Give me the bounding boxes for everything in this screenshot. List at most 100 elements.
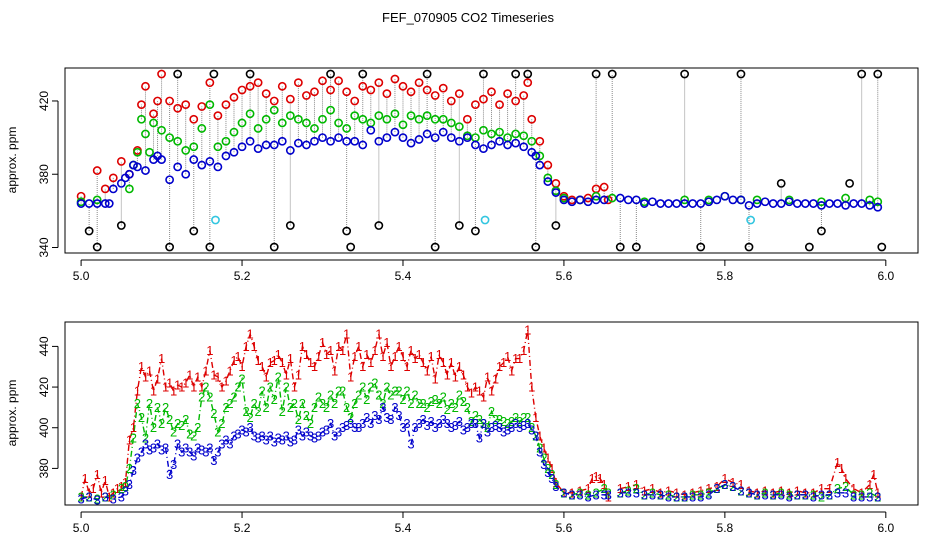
bottom-marker-series-1: 2 bbox=[415, 396, 422, 411]
bottom-marker-series-0: 1 bbox=[826, 481, 833, 496]
bottom-marker-series-0: 1 bbox=[198, 380, 205, 395]
bottom-marker-series-0: 1 bbox=[319, 335, 326, 350]
top-point-series-3 bbox=[511, 129, 521, 139]
bottom-marker-series-2: 3 bbox=[275, 430, 282, 445]
bottom-marker-series-1: 2 bbox=[146, 396, 153, 411]
bottom-marker-series-2: 3 bbox=[415, 416, 422, 431]
bottom-marker-series-0: 1 bbox=[246, 327, 253, 342]
top-point-series-4 bbox=[849, 199, 859, 208]
top-point-series-4 bbox=[817, 200, 826, 210]
bottom-marker-series-1: 2 bbox=[202, 380, 209, 395]
top-point-series-3 bbox=[543, 173, 553, 183]
bottom-marker-series-0: 1 bbox=[721, 471, 728, 486]
bottom-marker-series-2: 3 bbox=[492, 418, 499, 433]
top-point-series-2 bbox=[342, 87, 352, 97]
bottom-marker-series-2: 3 bbox=[94, 493, 101, 508]
bottom-marker-series-2: 3 bbox=[778, 487, 785, 502]
bottom-marker-series-1: 2 bbox=[214, 424, 221, 439]
top-point-series-0 bbox=[326, 69, 335, 79]
top-point-series-3 bbox=[430, 114, 440, 124]
top-point-series-0 bbox=[173, 69, 183, 79]
bottom-marker-series-1: 2 bbox=[291, 396, 298, 411]
bottom-x-tick-label: 5.8 bbox=[717, 521, 734, 535]
bottom-marker-series-2: 3 bbox=[540, 457, 547, 472]
bottom-marker-series-0: 1 bbox=[761, 483, 768, 498]
top-point-series-3 bbox=[487, 129, 496, 139]
bottom-marker-series-2: 3 bbox=[246, 420, 253, 435]
bottom-marker-series-2: 3 bbox=[371, 408, 378, 423]
bottom-marker-series-0: 1 bbox=[520, 343, 527, 358]
top-x-tick-label: 5.4 bbox=[395, 269, 412, 283]
bottom-marker-series-1: 2 bbox=[387, 388, 394, 403]
top-point-series-3 bbox=[277, 118, 287, 128]
bottom-y-tick-label: 420 bbox=[37, 377, 51, 397]
bottom-marker-series-1: 2 bbox=[601, 481, 608, 496]
bottom-marker-series-2: 3 bbox=[729, 479, 736, 494]
top-point-series-3 bbox=[149, 118, 158, 128]
bottom-marker-series-1: 2 bbox=[432, 392, 439, 407]
bottom-marker-series-1: 2 bbox=[307, 416, 314, 431]
bottom-marker-series-2: 3 bbox=[198, 443, 205, 458]
bottom-marker-series-0: 1 bbox=[102, 473, 109, 488]
bottom-marker-series-2: 3 bbox=[500, 424, 507, 439]
bottom-marker-series-1: 2 bbox=[858, 487, 865, 502]
top-point-series-4 bbox=[591, 195, 601, 205]
bottom-marker-series-0: 1 bbox=[307, 355, 314, 370]
bottom-plot-frame bbox=[64, 321, 919, 506]
bottom-marker-series-1: 2 bbox=[118, 481, 125, 496]
bottom-marker-series-1: 2 bbox=[512, 410, 519, 425]
bottom-marker-series-2: 3 bbox=[548, 471, 555, 486]
bottom-marker-series-0: 1 bbox=[383, 335, 390, 350]
bottom-marker-series-2: 3 bbox=[186, 445, 193, 460]
bottom-marker-series-1: 2 bbox=[428, 394, 435, 409]
bottom-marker-series-0: 1 bbox=[532, 410, 539, 425]
bottom-marker-series-1: 2 bbox=[448, 396, 455, 411]
bottom-marker-series-2: 3 bbox=[242, 424, 249, 439]
top-point-series-0 bbox=[523, 69, 533, 79]
bottom-marker-series-1: 2 bbox=[641, 487, 648, 502]
bottom-marker-series-0: 1 bbox=[218, 380, 225, 395]
bottom-marker-series-0: 1 bbox=[150, 384, 157, 399]
top-point-series-4 bbox=[104, 199, 114, 208]
bottom-marker-series-0: 1 bbox=[214, 369, 221, 384]
top-point-series-0 bbox=[551, 221, 561, 230]
bottom-marker-series-2: 3 bbox=[331, 428, 338, 443]
bottom-marker-series-1: 2 bbox=[540, 451, 547, 466]
top-point-series-4 bbox=[744, 200, 754, 210]
top-point-series-3 bbox=[398, 120, 408, 130]
top-point-series-2 bbox=[583, 193, 593, 203]
bottom-marker-series-2: 3 bbox=[460, 422, 467, 437]
bottom-marker-series-2: 3 bbox=[496, 420, 503, 435]
top-point-series-3 bbox=[137, 114, 146, 124]
bottom-marker-series-1: 2 bbox=[283, 380, 290, 395]
top-point-series-4 bbox=[406, 138, 416, 148]
top-x-tick-label: 5.2 bbox=[234, 269, 251, 283]
top-point-series-4 bbox=[237, 142, 247, 152]
bottom-marker-series-2: 3 bbox=[218, 437, 225, 452]
bottom-marker-series-1: 2 bbox=[625, 483, 632, 498]
bottom-marker-series-0: 1 bbox=[190, 380, 197, 395]
bottom-x-tick-label: 5.0 bbox=[73, 521, 90, 535]
bottom-marker-series-2: 3 bbox=[142, 437, 149, 452]
top-point-series-4 bbox=[197, 160, 207, 170]
bottom-marker-series-0: 1 bbox=[468, 386, 475, 401]
bottom-marker-series-2: 3 bbox=[866, 489, 873, 504]
bottom-marker-series-2: 3 bbox=[834, 485, 841, 500]
bottom-marker-series-1: 2 bbox=[866, 485, 873, 500]
bottom-marker-series-0: 1 bbox=[436, 347, 443, 362]
bottom-marker-series-2: 3 bbox=[202, 445, 209, 460]
top-point-series-3 bbox=[390, 109, 400, 119]
bottom-marker-series-1: 2 bbox=[681, 489, 688, 504]
bottom-marker-series-0: 1 bbox=[250, 339, 257, 354]
top-point-series-2 bbox=[205, 78, 215, 88]
bottom-marker-series-1: 2 bbox=[480, 416, 487, 431]
bottom-marker-series-1: 2 bbox=[713, 481, 720, 496]
bottom-marker-series-2: 3 bbox=[440, 412, 447, 427]
bottom-marker-series-2: 3 bbox=[605, 487, 612, 502]
bottom-marker-series-1: 2 bbox=[242, 404, 249, 419]
bottom-marker-series-0: 1 bbox=[524, 323, 531, 338]
bottom-marker-series-2: 3 bbox=[335, 424, 342, 439]
top-point-series-4 bbox=[446, 133, 456, 143]
bottom-marker-series-2: 3 bbox=[194, 441, 201, 456]
bottom-marker-series-2: 3 bbox=[419, 412, 426, 427]
